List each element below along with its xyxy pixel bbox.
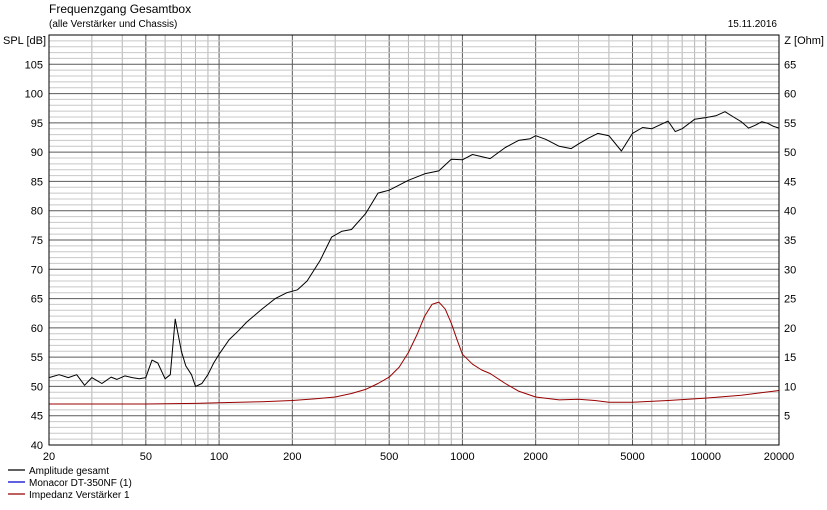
y-left-tick-label: 45: [31, 411, 43, 423]
chart-date: 15.11.2016: [728, 19, 778, 30]
y-axis-right-label: Z [Ohm]: [784, 35, 824, 47]
y-right-tick-label: 10: [784, 381, 796, 393]
plot-frame: [48, 34, 780, 446]
x-axis-ticks: 20 50 100 200 500 1000 2000 5000 10000 20000: [43, 451, 794, 463]
y-right-tick-label: 45: [784, 176, 796, 188]
x-tick-label: 10000: [690, 451, 721, 463]
y-right-tick-label: 15: [784, 352, 796, 364]
y-right-tick-label: 40: [784, 206, 796, 218]
y-left-tick-label: 65: [31, 294, 43, 306]
y-right-tick-label: 20: [784, 323, 796, 335]
series-line-3: [49, 301, 780, 405]
y-right-tick-label: 50: [784, 147, 796, 159]
y-left-tick-label: 60: [31, 323, 43, 335]
y-left-tick-label: 55: [31, 352, 43, 364]
y-left-tick-label: 85: [31, 176, 43, 188]
y-right-tick-label: 65: [784, 59, 796, 71]
y-right-tick-label: 5: [784, 411, 790, 423]
y-left-tick-label: 75: [31, 235, 43, 247]
y-left-tick-label: 70: [31, 264, 43, 276]
y-left-tick-label: 105: [25, 59, 43, 71]
x-tick-label: 500: [380, 451, 398, 463]
y-axis-left-ticks: 40 45 50 55 60 65 70 75 80 85 90 95 100 105: [25, 59, 43, 452]
y-axis-left-label: SPL [dB]: [3, 35, 46, 47]
y-right-tick-label: 55: [784, 118, 796, 130]
series-lines: [48, 111, 780, 405]
x-tick-label: 50: [140, 451, 152, 463]
x-tick-label: 5000: [620, 451, 644, 463]
x-tick-label: 2000: [523, 451, 547, 463]
x-tick-label: 20000: [764, 451, 795, 463]
chart-title: Frequenzgang Gesamtbox: [49, 2, 191, 16]
x-tick-label: 100: [210, 451, 228, 463]
y-left-tick-label: 90: [31, 147, 43, 159]
y-right-tick-label: 60: [784, 89, 796, 101]
x-tick-label: 20: [43, 451, 55, 463]
y-left-tick-label: 100: [25, 89, 43, 101]
y-left-tick-label: 40: [31, 440, 43, 452]
y-left-tick-label: 95: [31, 118, 43, 130]
x-tick-label: 200: [283, 451, 301, 463]
x-tick-label: 1000: [450, 451, 474, 463]
legend-label: Amplitude gesamt: [29, 466, 109, 477]
legend-label: Impedanz Verstärker 1: [29, 490, 130, 501]
y-left-tick-label: 80: [31, 206, 43, 218]
y-right-tick-label: 30: [784, 264, 796, 276]
series-line-1: [48, 111, 780, 387]
chart-subtitle: (alle Verstärker und Chassis): [49, 19, 177, 30]
y-axis-right-ticks: 5 10 15 20 25 30 35 40 45 50 55 60 65: [784, 59, 796, 422]
legend-label: Monacor DT-350NF (1): [29, 478, 132, 489]
y-right-tick-label: 25: [784, 294, 796, 306]
y-right-tick-label: 35: [784, 235, 796, 247]
grid: [48, 34, 780, 446]
y-left-tick-label: 50: [31, 381, 43, 393]
